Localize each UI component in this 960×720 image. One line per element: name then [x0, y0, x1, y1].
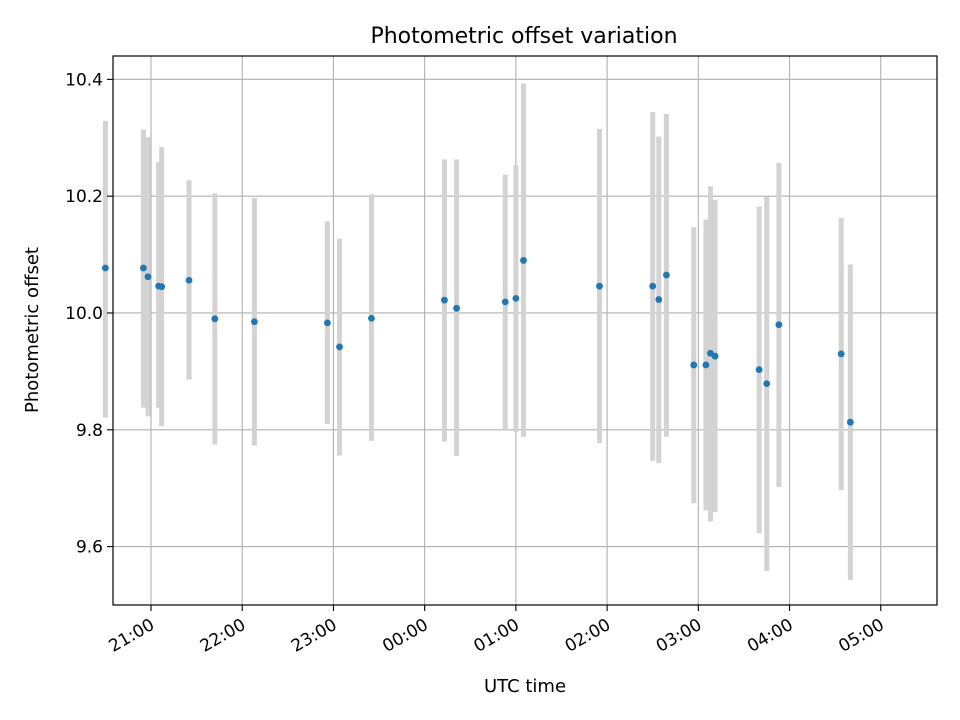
- data-point: [596, 282, 603, 290]
- data-point: [690, 361, 698, 369]
- data-point: [520, 257, 527, 264]
- data-point: [512, 294, 520, 302]
- data-point: [501, 298, 509, 306]
- y-axis-label: Photometric offset: [22, 247, 43, 413]
- data-point: [453, 304, 460, 312]
- y-tick-label: 9.6: [76, 538, 103, 558]
- error-bars: [102, 83, 853, 580]
- data-point: [711, 352, 719, 360]
- data-point: [101, 264, 109, 272]
- data-points: [101, 257, 854, 426]
- data-point: [441, 296, 448, 304]
- data-point: [662, 271, 670, 279]
- plot-frame: [112, 55, 938, 606]
- y-tick-label: 10.0: [65, 304, 103, 324]
- x-tick-label: 22:00: [197, 615, 249, 657]
- data-point: [211, 315, 219, 323]
- y-tick-label: 10.2: [65, 187, 103, 207]
- x-tick-label: 02:00: [562, 615, 614, 657]
- data-point: [649, 282, 657, 290]
- x-tick-label: 05:00: [835, 615, 887, 657]
- x-tick-label: 03:00: [653, 615, 705, 657]
- data-point: [775, 321, 783, 329]
- data-point: [655, 296, 663, 303]
- x-tick-label: 00:00: [379, 615, 431, 657]
- x-tick-label: 23:00: [288, 615, 340, 657]
- x-axis-ticks: 21:00 22:00 23:00 00:00 01:00 02:00 03:00 04:00…: [106, 605, 888, 657]
- data-point: [702, 361, 710, 369]
- x-axis-label: UTC time: [484, 676, 566, 697]
- data-point: [144, 273, 152, 281]
- data-point: [368, 314, 375, 322]
- data-point: [763, 380, 771, 388]
- chart-title: Photometric offset variation: [370, 24, 677, 49]
- data-point: [185, 276, 193, 284]
- data-point: [250, 318, 258, 326]
- y-tick-label: 9.8: [76, 421, 103, 441]
- data-point: [158, 283, 166, 291]
- data-point: [846, 418, 854, 426]
- x-tick-label: 04:00: [744, 615, 796, 657]
- data-point: [837, 350, 845, 358]
- data-point: [140, 264, 147, 272]
- y-axis-ticks: 9.6 9.8 10.0 10.2 10.4: [65, 70, 113, 558]
- data-point: [336, 343, 343, 351]
- data-point: [755, 366, 763, 374]
- data-point: [323, 319, 331, 327]
- y-tick-label: 10.4: [65, 70, 103, 90]
- x-tick-label: 21:00: [106, 615, 158, 657]
- x-tick-label: 01:00: [470, 615, 522, 657]
